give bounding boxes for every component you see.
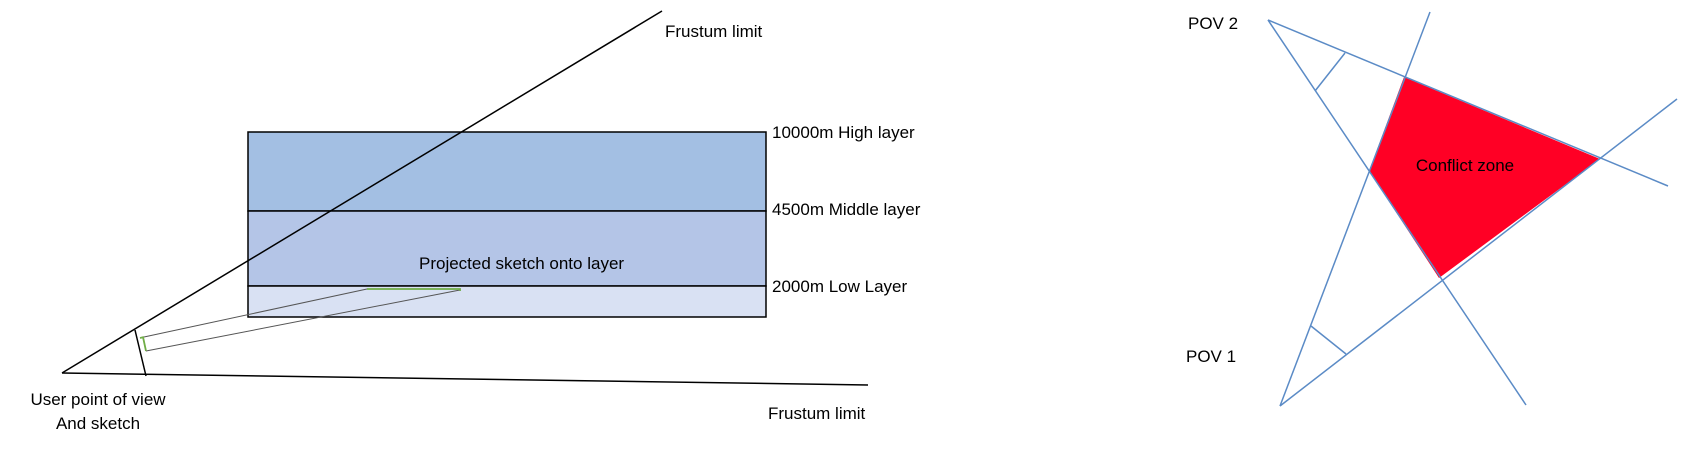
high-layer-band: [247, 131, 767, 212]
right-diagram: POV 2 POV 1 Conflict zone: [1186, 11, 1678, 407]
low-layer-label: 2000m Low Layer: [772, 277, 907, 296]
conflict-zone-label: Conflict zone: [1416, 156, 1514, 175]
frustum-top-line: [61, 10, 663, 374]
frustum-top-label: Frustum limit: [665, 22, 763, 41]
middle-layer-label: 4500m Middle layer: [772, 200, 921, 219]
pov1-ray-line-1: [1279, 11, 1431, 407]
pov2-ray-line-2: [1267, 19, 1527, 406]
projection-ray-upper: [143, 288, 368, 338]
pov1-ray-line-2: [1279, 98, 1678, 407]
left-diagram: Frustum limit Frustum limit 10000m High …: [30, 10, 921, 433]
pov2-angle-arc: [1314, 52, 1346, 92]
conflict-zone-polygon: [1369, 77, 1600, 278]
frustum-bottom-line: [61, 372, 869, 386]
projection-label: Projected sketch onto layer: [419, 254, 624, 273]
user-pov-label-line2: And sketch: [56, 414, 140, 433]
user-pov-label-line1: User point of view: [30, 390, 166, 409]
projection-ray-lower: [145, 289, 461, 352]
frustum-bottom-label: Frustum limit: [768, 404, 866, 423]
view-plane-line: [134, 329, 147, 377]
projected-sketch-mark: [367, 288, 461, 291]
pov1-angle-arc: [1310, 325, 1347, 355]
user-sketch-mark: [139, 336, 147, 352]
high-layer-label: 10000m High layer: [772, 123, 915, 142]
low-layer-band: [247, 285, 767, 318]
middle-layer-band: [247, 210, 767, 287]
pov2-label: POV 2: [1188, 14, 1238, 33]
pov1-label: POV 1: [1186, 347, 1236, 366]
